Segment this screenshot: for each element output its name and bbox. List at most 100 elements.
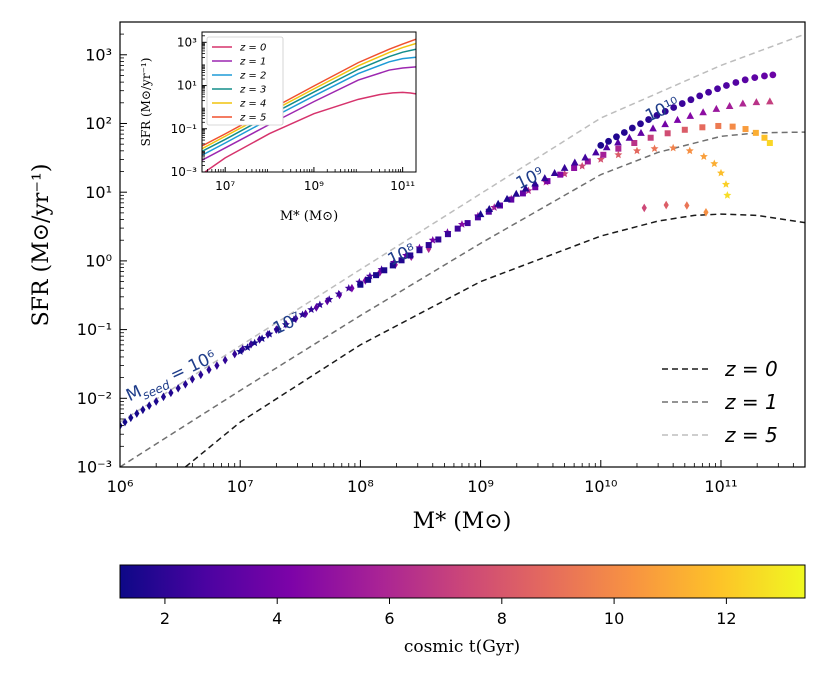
series-seed-8	[357, 122, 773, 288]
data-point	[289, 315, 298, 323]
inset-y-axis-label: SFR (M⊙/yr⁻¹)	[139, 58, 153, 147]
main-legend: z = 0 z = 1 z = 5	[662, 357, 778, 447]
data-point	[742, 126, 749, 133]
colorbar-tick-label: 2	[160, 609, 170, 628]
inset-legend-label: z = 5	[239, 113, 266, 124]
data-point	[614, 138, 622, 146]
data-point	[540, 174, 549, 182]
data-point	[703, 207, 709, 217]
main-x-tick-label: 10⁹	[467, 477, 494, 496]
data-point	[160, 392, 167, 402]
main-y-tick-label: 10⁻¹	[77, 320, 112, 339]
data-point	[715, 122, 722, 129]
inset-y-tick-label: 10⁻¹	[171, 122, 198, 136]
legend-label-z5: z = 5	[724, 423, 778, 447]
data-point	[678, 100, 686, 107]
data-point	[681, 126, 688, 133]
main-plot-frame	[119, 21, 806, 468]
data-point	[153, 397, 159, 406]
data-point	[444, 231, 451, 238]
data-point	[476, 210, 485, 218]
data-point	[637, 128, 645, 136]
inset-plot-frame	[201, 31, 417, 173]
inset-lines	[202, 38, 416, 172]
data-point	[490, 203, 499, 211]
data-point	[653, 112, 661, 119]
colorbar-tick-label: 6	[384, 609, 394, 628]
data-point	[615, 145, 622, 152]
data-point	[597, 141, 605, 149]
data-point	[146, 401, 152, 411]
data-point	[628, 124, 636, 132]
data-point	[494, 199, 502, 207]
data-point	[389, 262, 396, 269]
data-point	[232, 349, 238, 359]
data-point	[519, 190, 526, 197]
inset-line-z2	[202, 56, 416, 156]
data-point	[250, 338, 259, 347]
data-point	[752, 98, 761, 106]
model-line-z0	[184, 213, 805, 467]
data-point	[632, 146, 641, 155]
data-point	[315, 300, 324, 309]
main-x-axis-label: M* (M⊙)	[413, 509, 512, 534]
inset-x-tick-label: 10⁹	[304, 179, 324, 193]
data-point	[307, 305, 316, 314]
main-lines	[120, 33, 805, 467]
data-point	[557, 171, 564, 178]
data-point	[258, 334, 267, 342]
data-point	[661, 107, 669, 115]
data-point	[128, 413, 134, 423]
data-point	[373, 272, 380, 279]
colorbar-tick-label: 8	[497, 609, 507, 628]
data-point	[592, 148, 600, 156]
data-point	[647, 134, 654, 141]
data-point	[710, 159, 719, 168]
data-point	[222, 355, 228, 365]
data-point	[696, 92, 704, 100]
data-point	[723, 82, 730, 89]
data-point	[521, 184, 530, 192]
data-point	[729, 123, 736, 130]
data-point	[578, 161, 587, 170]
data-point	[243, 343, 252, 351]
model-line-z1	[120, 131, 805, 467]
data-point	[503, 194, 511, 202]
data-point	[512, 189, 521, 197]
inset-x-tick-label: 10⁷	[215, 179, 235, 193]
inset-line-z4	[202, 42, 416, 150]
data-point	[685, 146, 694, 155]
data-point	[584, 158, 591, 165]
main-y-axis-label: SFR (M⊙/yr⁻¹)	[29, 164, 54, 327]
data-point	[605, 137, 612, 145]
data-point	[732, 79, 740, 86]
main-y-tick-label: 10⁻²	[77, 389, 112, 408]
data-point	[416, 247, 423, 254]
data-point	[474, 214, 481, 221]
data-point	[182, 379, 188, 389]
data-point	[766, 139, 773, 146]
main-y-tick-label: 10²	[85, 114, 112, 133]
main-y-tick-label: 10³	[85, 45, 112, 64]
model-line-z5	[120, 33, 805, 423]
data-point	[723, 191, 732, 199]
main-x-tick-label: 10⁷	[227, 477, 254, 496]
inset-legend-label: z = 1	[239, 57, 266, 68]
data-point	[761, 72, 768, 80]
data-point	[663, 200, 669, 210]
data-point	[650, 144, 659, 153]
data-point	[670, 104, 678, 111]
data-point	[712, 104, 721, 112]
data-point	[206, 365, 212, 375]
main-markers	[120, 71, 777, 430]
data-point	[428, 236, 437, 244]
data-point	[714, 85, 721, 93]
data-point	[751, 74, 759, 82]
data-point	[532, 184, 539, 191]
data-point	[236, 347, 245, 355]
main-y-tick-label: 10¹	[85, 183, 112, 202]
data-point	[198, 370, 204, 380]
data-point	[265, 329, 274, 338]
